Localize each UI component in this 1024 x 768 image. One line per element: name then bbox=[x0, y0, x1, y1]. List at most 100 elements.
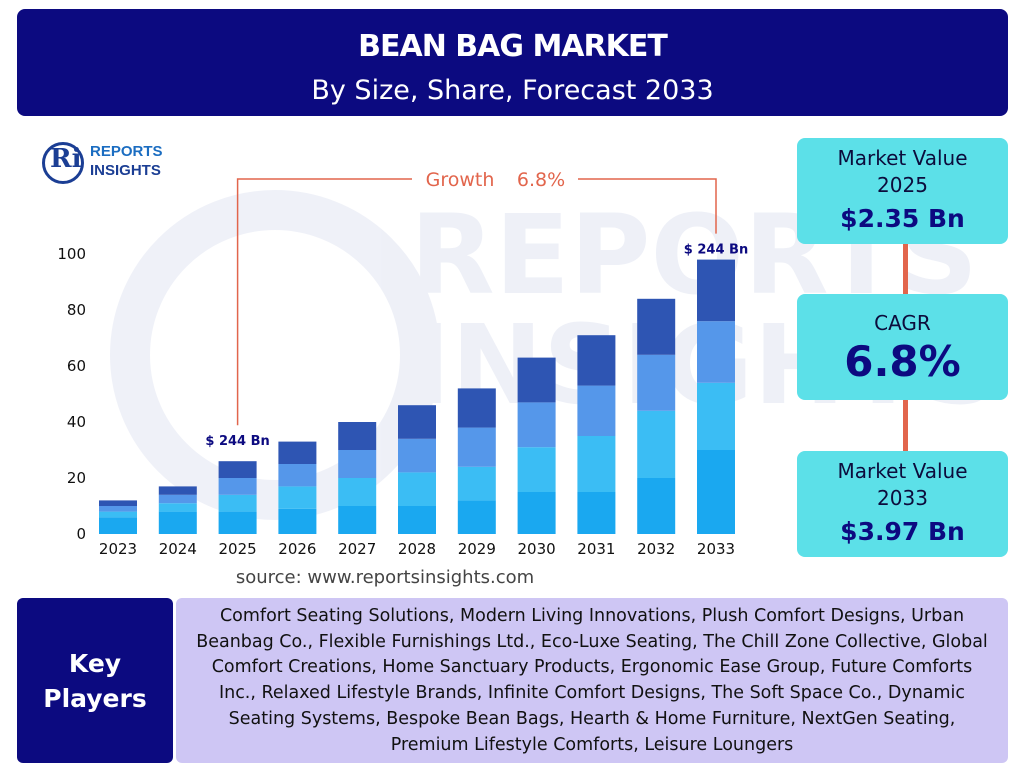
bar-segment-2029-s1 bbox=[457, 500, 496, 534]
bar-segment-2030-s2 bbox=[517, 447, 556, 492]
logo-ring-icon bbox=[42, 142, 84, 184]
bar-segment-2029-s3 bbox=[457, 427, 496, 467]
bar-segment-2028-s4 bbox=[398, 405, 436, 439]
source-note: source: www.reportsinsights.com bbox=[235, 567, 535, 588]
x-tick-label: 2025 bbox=[219, 540, 257, 558]
bar-segment-2027-s3 bbox=[338, 450, 377, 478]
bar-segment-2032-s3 bbox=[637, 354, 676, 411]
bar-segment-2025-s2 bbox=[218, 494, 257, 512]
key-players-line: Seating Systems, Bespoke Bean Bags, Hear… bbox=[228, 708, 956, 729]
bar-segment-2023-s3 bbox=[99, 506, 137, 512]
key-players-line: Beanbag Co., Flexible Furnishings Ltd., … bbox=[196, 631, 988, 652]
bar-segment-2024-s4 bbox=[158, 486, 197, 495]
x-tick-label: 2023 bbox=[99, 540, 137, 558]
card-connector-line bbox=[903, 400, 908, 451]
key-players-label: Key Players bbox=[17, 598, 173, 763]
bar-segment-2024-s1 bbox=[158, 511, 197, 534]
bar-segment-2025-s4 bbox=[218, 461, 257, 478]
cagr-value: 6.8% bbox=[844, 337, 961, 386]
key-players-label-line1: Key bbox=[68, 648, 122, 678]
market-value-2025-card: Market Value 2025 $2.35 Bn bbox=[797, 138, 1008, 244]
start-value-label: $ 244 Bn bbox=[205, 434, 269, 449]
bar-segment-2023-s4 bbox=[99, 500, 137, 506]
x-tick-label: 2027 bbox=[338, 540, 376, 558]
bar-segment-2031-s3 bbox=[577, 385, 616, 436]
market-value-2025-label: Market Value bbox=[837, 146, 968, 170]
bar-segment-2032-s4 bbox=[637, 298, 676, 355]
bar-segment-2033-s1 bbox=[697, 450, 735, 534]
bar-segment-2028-s1 bbox=[398, 506, 436, 534]
growth-annotation: Growth 6.8% $ 244 Bn $ 244 Bn bbox=[205, 169, 748, 449]
bar-segment-2032-s2 bbox=[637, 410, 676, 478]
end-value-label: $ 244 Bn bbox=[684, 243, 748, 258]
y-axis: 0 20 40 60 80 100 bbox=[57, 245, 86, 543]
market-value-2033-label: Market Value bbox=[837, 459, 968, 483]
bar-segment-2023-s1 bbox=[99, 517, 137, 534]
bar-segment-2029-s4 bbox=[457, 388, 496, 428]
x-tick-label: 2032 bbox=[637, 540, 675, 558]
bar-segment-2028-s2 bbox=[398, 472, 436, 506]
bar-segment-2030-s3 bbox=[517, 402, 556, 448]
y-tick-label: 80 bbox=[67, 301, 86, 319]
key-players-line: Premium Lifestyle Comforts, Leisure Loun… bbox=[390, 734, 794, 755]
market-value-2033-card: Market Value 2033 $3.97 Bn bbox=[797, 451, 1008, 557]
bar-segment-2026-s3 bbox=[278, 464, 317, 487]
bar-segment-2024-s3 bbox=[158, 494, 197, 504]
y-tick-label: 0 bbox=[76, 525, 86, 543]
y-tick-label: 100 bbox=[57, 245, 86, 263]
bar-segment-2027-s2 bbox=[338, 478, 377, 506]
x-axis: 2023 2024 2025 2026 2027 2028 2029 2030 2031 2032… bbox=[99, 540, 735, 558]
logo-ri-icon: Ri bbox=[50, 144, 82, 174]
bar-segment-2033-s4 bbox=[697, 259, 735, 322]
bar-segment-2033-s2 bbox=[697, 382, 735, 450]
bar-segment-2031-s1 bbox=[577, 492, 616, 534]
page-subtitle: By Size, Share, Forecast 2033 bbox=[311, 75, 714, 106]
x-tick-label: 2029 bbox=[458, 540, 496, 558]
header-banner: BEAN BAG MARKET By Size, Share, Forecast… bbox=[17, 9, 1008, 116]
cagr-card: CAGR 6.8% bbox=[797, 294, 1008, 400]
market-value-2033-year: 2033 bbox=[877, 486, 928, 510]
bar-segment-2026-s2 bbox=[278, 486, 317, 509]
cagr-label: CAGR bbox=[874, 311, 931, 335]
growth-value: 6.8% bbox=[517, 169, 565, 191]
bar-segment-2027-s1 bbox=[338, 506, 377, 534]
y-tick-label: 60 bbox=[67, 357, 86, 375]
x-tick-label: 2026 bbox=[278, 540, 316, 558]
brand-logo: Ri REPORTS INSIGHTS bbox=[42, 140, 182, 186]
bar-segment-2030-s1 bbox=[517, 492, 556, 534]
bar-segment-2026-s1 bbox=[278, 508, 317, 534]
key-players-label-line2: Players bbox=[43, 683, 147, 713]
key-players-line: Comfort Creations, Home Sanctuary Produc… bbox=[211, 657, 973, 678]
bar-segment-2024-s2 bbox=[158, 503, 197, 512]
y-tick-label: 20 bbox=[67, 469, 86, 487]
key-players-line: Inc., Relaxed Lifestyle Brands, Infinite… bbox=[218, 683, 966, 704]
logo-text-line1: REPORTS bbox=[90, 143, 163, 160]
bar-segment-2025-s1 bbox=[218, 511, 257, 534]
card-connector-line bbox=[903, 244, 908, 294]
logo-text-line2: INSIGHTS bbox=[90, 162, 161, 179]
market-value-2025-value: $2.35 Bn bbox=[840, 204, 965, 233]
market-value-2033-value: $3.97 Bn bbox=[840, 517, 965, 546]
bar-segment-2031-s4 bbox=[577, 335, 616, 386]
x-tick-label: 2030 bbox=[518, 540, 556, 558]
bar-segment-2029-s2 bbox=[457, 466, 496, 501]
key-players-list: Comfort Seating Solutions, Modern Living… bbox=[176, 598, 1008, 763]
bar-segment-2031-s2 bbox=[577, 436, 616, 492]
bar-segment-2033-s3 bbox=[697, 321, 735, 383]
bar-segment-2027-s4 bbox=[338, 422, 377, 450]
x-tick-label: 2028 bbox=[398, 540, 436, 558]
bar-segment-2026-s4 bbox=[278, 441, 317, 464]
page-title: BEAN BAG MARKET bbox=[358, 29, 668, 64]
bar-segment-2032-s1 bbox=[637, 478, 676, 534]
market-value-2025-year: 2025 bbox=[877, 173, 928, 197]
bar-segment-2030-s4 bbox=[517, 357, 556, 403]
bar-stacks bbox=[99, 259, 735, 534]
y-tick-label: 40 bbox=[67, 413, 86, 431]
x-tick-label: 2031 bbox=[577, 540, 615, 558]
bar-segment-2023-s2 bbox=[99, 511, 137, 518]
growth-label: Growth bbox=[426, 169, 495, 191]
x-tick-label: 2033 bbox=[697, 540, 735, 558]
key-players-text: Comfort Seating Solutions, Modern Living… bbox=[194, 604, 990, 758]
growth-bracket-line bbox=[236, 178, 717, 426]
